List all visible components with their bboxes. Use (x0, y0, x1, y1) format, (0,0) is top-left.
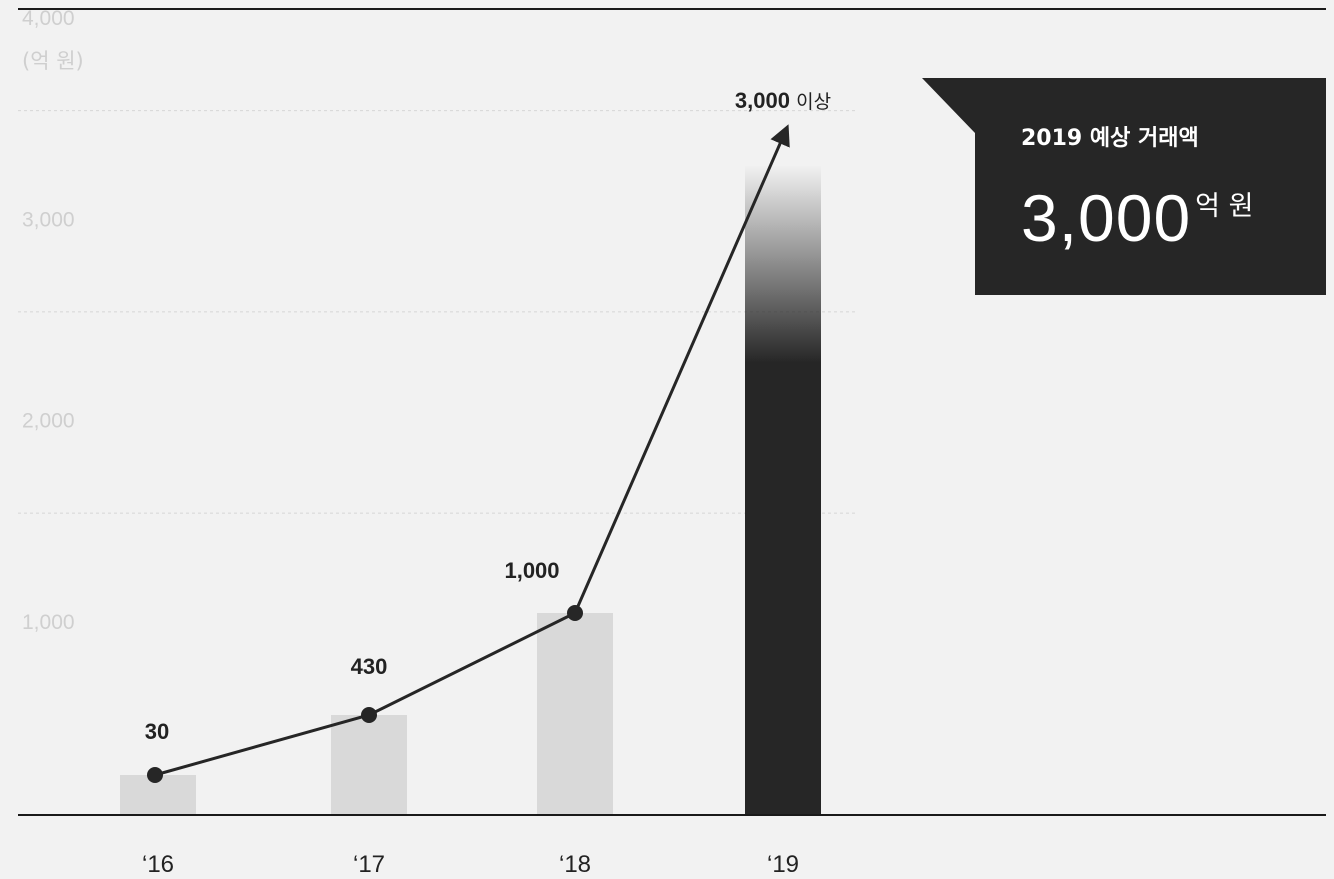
y-tick-label: 4,000 (22, 7, 75, 30)
bar (331, 715, 407, 815)
x-tick-label: ‘16 (142, 851, 174, 878)
value-label: 1,000 (504, 558, 559, 583)
callout-title: 2019 예상 거래액 (1021, 126, 1199, 151)
y-tick-label: 1,000 (22, 611, 75, 634)
trend-line (154, 124, 790, 777)
value-label: 430 (351, 654, 388, 679)
callout-unit: 억 원 (1195, 191, 1254, 222)
data-point (147, 767, 163, 783)
callout-value: 3,000 억 원 (1021, 180, 1253, 256)
y-tick-label: 2,000 (22, 410, 75, 433)
value-label-2019: 3,000 이상 (735, 88, 831, 113)
callout-number: 3,000 (1021, 181, 1192, 255)
bar (537, 613, 613, 815)
value-label: 30 (145, 719, 169, 744)
x-tick-label: ‘19 (767, 851, 799, 878)
bar-2019-forecast (745, 362, 821, 815)
data-point (567, 605, 583, 621)
x-tick-label: ‘18 (559, 851, 591, 878)
y-tick-label: 3,000 (22, 208, 75, 231)
y-unit-label: (억 원) (22, 49, 84, 73)
data-point (361, 707, 377, 723)
forecast-callout: 2019 예상 거래액 3,000 억 원 (975, 78, 1326, 295)
callout-notch (922, 78, 975, 133)
x-tick-label: ‘17 (353, 851, 385, 878)
